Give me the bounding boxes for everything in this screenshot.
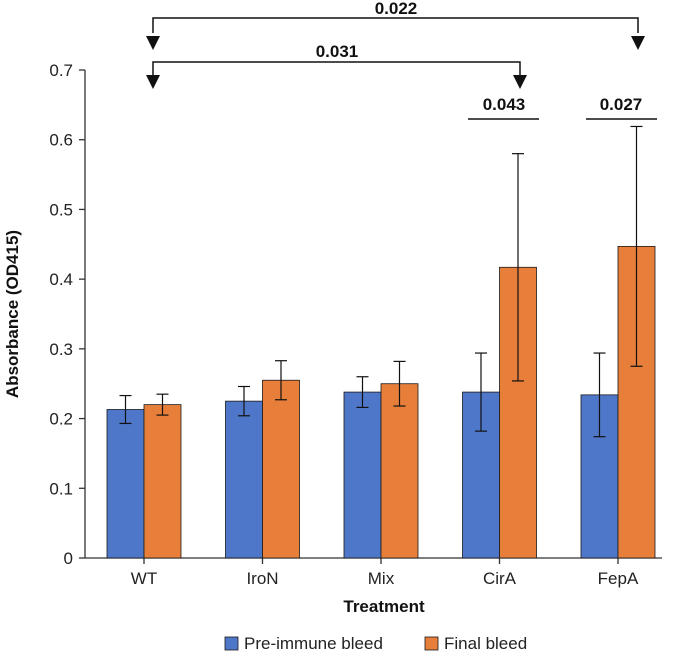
error-bar [238, 385, 250, 417]
y-tick-label: 0.3 [49, 340, 73, 359]
x-axis-title: Treatment [343, 597, 425, 616]
annotation-0-043: 0.043 [468, 95, 539, 120]
pvalue-label-0-031: 0.031 [316, 42, 359, 61]
bars [106, 245, 656, 559]
legend-swatch-final [424, 636, 439, 651]
legend: Pre-immune bleed Final bleed [224, 634, 527, 653]
x-ticks: WT IroN Mix CirA FepA [131, 558, 639, 588]
error-bar [275, 360, 287, 401]
bar-wt-final [143, 404, 182, 559]
error-bar [475, 352, 487, 432]
y-tick-label: 0.5 [49, 200, 73, 219]
error-bar [630, 125, 643, 367]
y-tick-label: 0.7 [49, 61, 73, 80]
bar-wt-pre-immune [106, 409, 145, 559]
bar-mix-pre-immune [343, 391, 382, 559]
y-tick-label: 0.6 [49, 131, 73, 150]
y-tick-label: 0.2 [49, 410, 73, 429]
x-tick-label: CirA [483, 569, 517, 588]
x-tick-label: IroN [246, 569, 278, 588]
bar-iron-final [262, 379, 300, 559]
bar-iron-pre-immune [225, 400, 263, 559]
annotation-0-022: 0.022 [146, 0, 645, 50]
legend-label-final: Final bleed [444, 634, 527, 653]
error-bar [156, 393, 169, 416]
error-bar [593, 352, 606, 438]
error-bar [119, 394, 132, 425]
legend-label-pre-immune: Pre-immune bleed [244, 634, 383, 653]
y-tick-label: 0.4 [49, 270, 73, 289]
error-bar [356, 376, 369, 409]
y-tick-label: 0.1 [49, 479, 73, 498]
annotation-0-027: 0.027 [586, 95, 657, 120]
error-bars [119, 125, 643, 438]
annotation-0-031: 0.031 [146, 42, 527, 89]
legend-swatch-pre-immune [224, 636, 239, 651]
y-tick-label: 0 [64, 549, 73, 568]
y-ticks: 0 0.1 0.2 0.3 0.4 0.5 0.6 0.7 [49, 61, 85, 568]
x-tick-label: Mix [368, 569, 395, 588]
error-bar [512, 153, 524, 382]
x-tick-label: FepA [598, 569, 639, 588]
error-bar [393, 360, 406, 407]
pvalue-label-0-043: 0.043 [483, 95, 526, 114]
pvalue-label-0-022: 0.022 [375, 0, 418, 18]
y-axis-title: Absorbance (OD415) [3, 230, 22, 398]
x-tick-label: WT [131, 569, 157, 588]
pvalue-label-0-027: 0.027 [600, 95, 643, 114]
bar-mix-final [380, 383, 419, 559]
